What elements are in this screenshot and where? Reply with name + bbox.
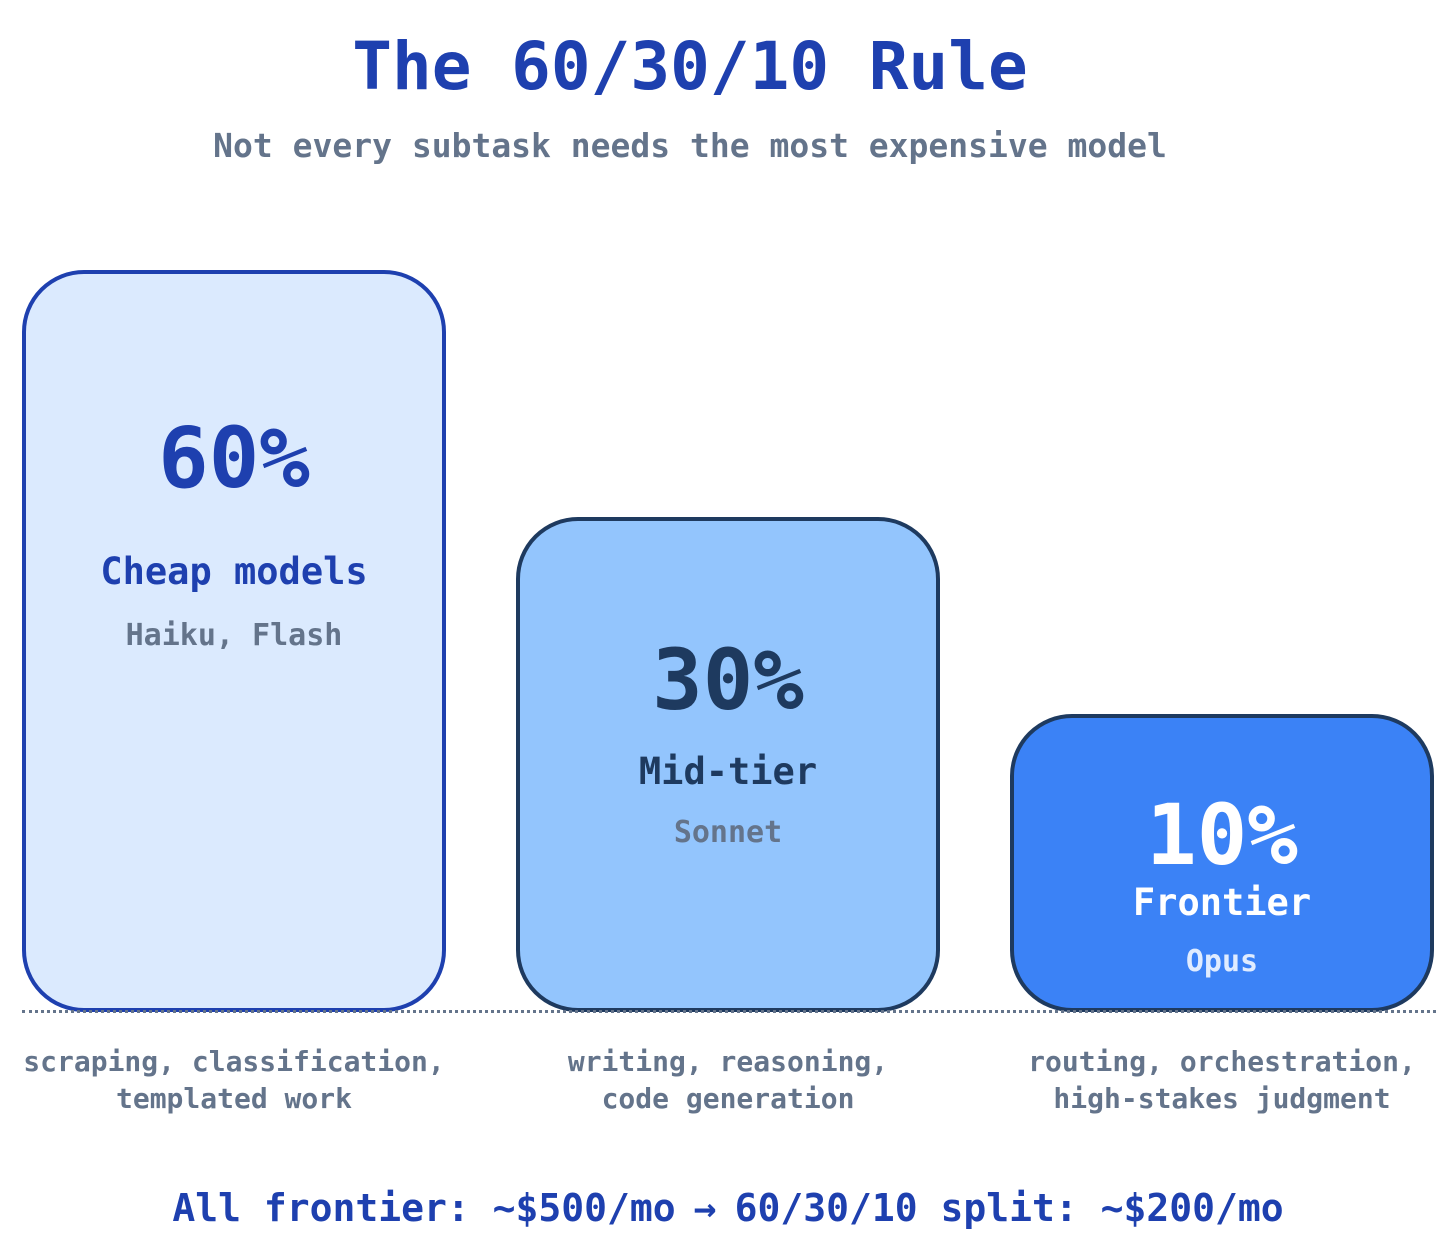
bar-frontier: 10% Frontier Opus: [1010, 714, 1434, 1012]
use-case-description-mid: writing, reasoning, code generation: [493, 1043, 963, 1117]
bar-models-label: Haiku, Flash: [125, 618, 343, 653]
bar-tier-label: Frontier: [1132, 881, 1312, 924]
baseline-dotted-line: [22, 1010, 1436, 1013]
cost-split: 60/30/10 split: ~$200/mo: [734, 1186, 1284, 1230]
use-case-line: writing, reasoning,: [567, 1045, 889, 1078]
cost-comparison-footer: All frontier: ~$500/mo → 60/30/10 split: ~…: [0, 1186, 1456, 1230]
chart-title: The 60/30/10 Rule: [352, 28, 1028, 105]
use-case-line: scraping, classification,: [23, 1045, 445, 1078]
use-case-line: high-stakes judgment: [1053, 1082, 1391, 1115]
chart-subtitle: Not every subtask needs the most expensi…: [213, 126, 1167, 165]
bar-percent-label: 30%: [652, 631, 804, 729]
bar-tier-label: Cheap models: [100, 550, 368, 593]
arrow-right-icon: →: [693, 1186, 717, 1230]
bar-models-label: Opus: [1185, 944, 1259, 979]
bar-mid-tier: 30% Mid-tier Sonnet: [516, 517, 940, 1012]
use-case-description-frontier: routing, orchestration, high-stakes judg…: [987, 1043, 1456, 1117]
cost-all-frontier: All frontier: ~$500/mo: [172, 1186, 676, 1230]
use-case-description-cheap: scraping, classification, templated work: [0, 1043, 469, 1117]
use-case-line: code generation: [601, 1082, 855, 1115]
use-case-line: routing, orchestration,: [1028, 1045, 1416, 1078]
bar-cheap-models: 60% Cheap models Haiku, Flash: [22, 270, 446, 1012]
bar-percent-label: 60%: [158, 409, 310, 507]
bar-tier-label: Mid-tier: [638, 750, 818, 793]
bar-percent-label: 10%: [1146, 786, 1298, 884]
use-case-line: templated work: [115, 1082, 352, 1115]
bar-models-label: Sonnet: [673, 815, 783, 850]
